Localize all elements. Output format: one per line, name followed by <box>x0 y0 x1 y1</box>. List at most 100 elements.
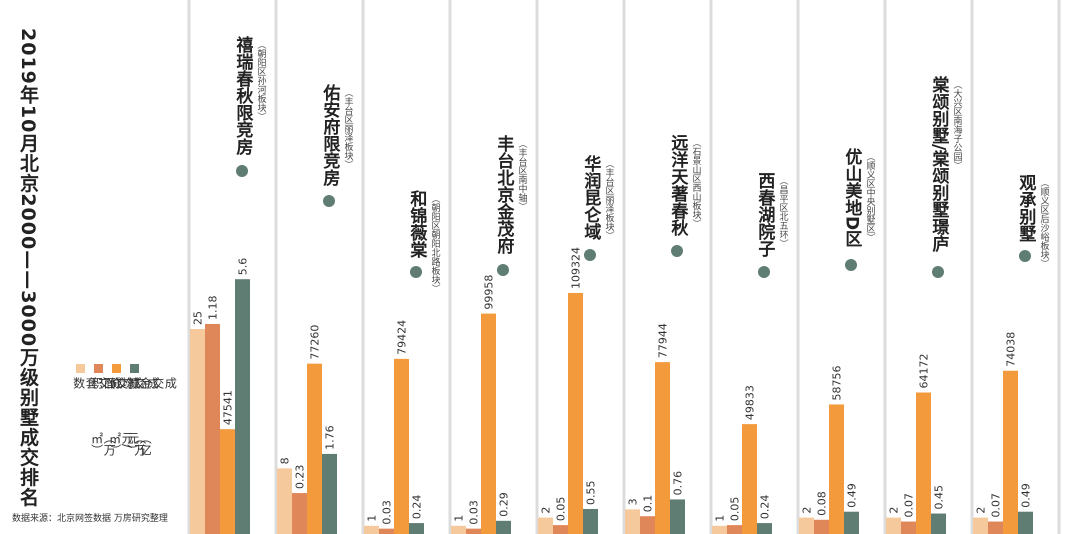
bar-1 <box>799 517 814 534</box>
data-label: 0.24 <box>759 495 772 520</box>
bar-4 <box>1018 511 1033 534</box>
data-label: 0.55 <box>585 480 598 505</box>
project-district: （顺义区中央别墅区） <box>864 152 875 242</box>
project-name: 远洋天著春秋 <box>667 134 688 236</box>
data-label: 0.08 <box>816 491 829 516</box>
data-label: 0.05 <box>729 497 742 522</box>
data-label: 0.49 <box>846 483 859 508</box>
legend-label: 成交金额 <box>125 377 178 389</box>
project-district: （昌平区北五环） <box>777 176 788 248</box>
project-name: 华润昆仑域 <box>580 155 601 240</box>
data-label: 0.1 <box>642 495 655 513</box>
data-label: 25 <box>192 311 205 325</box>
project-name: 禧瑞春秋限竞房 <box>232 36 253 155</box>
legend-label: 成交均价 <box>107 377 160 389</box>
legend-swatch <box>76 364 85 373</box>
data-label: 47541 <box>222 390 235 425</box>
data-label: 74038 <box>1005 332 1018 367</box>
data-label: 0.07 <box>990 493 1003 518</box>
marker-dot <box>497 263 509 276</box>
bar-3 <box>655 362 670 534</box>
data-label: 77944 <box>657 323 670 358</box>
data-label: 1.76 <box>324 425 337 450</box>
bar-2 <box>901 521 916 534</box>
project-name: 西春湖院子 <box>754 172 775 257</box>
marker-dot <box>323 195 335 207</box>
bar-2 <box>814 519 829 534</box>
data-label: 5.6 <box>237 258 250 276</box>
project-name: 棠颂别墅/棠颂别墅璟庐 <box>928 76 949 253</box>
data-label: 2 <box>801 507 814 514</box>
marker-dot <box>758 265 770 278</box>
project-name: 和锦薇棠 <box>406 190 427 258</box>
data-label: 64172 <box>918 354 931 389</box>
data-label: 0.29 <box>498 492 511 517</box>
bar-2 <box>292 493 307 534</box>
project-district: （朝阳区孙河板块） <box>255 40 266 121</box>
marker-dot <box>1019 250 1031 262</box>
bar-3 <box>307 363 322 534</box>
legend-unit: （亿元） <box>125 432 153 456</box>
data-label: 1.18 <box>207 295 220 320</box>
bar-4 <box>496 520 511 534</box>
bar-2 <box>640 516 655 534</box>
legend-label: 成交套数 <box>71 377 124 389</box>
bar-3 <box>916 392 931 534</box>
data-label: 2 <box>975 507 988 514</box>
bar-1 <box>277 468 292 534</box>
bar-4 <box>931 513 946 534</box>
legend-swatch <box>94 364 103 373</box>
bar-2 <box>727 525 742 534</box>
data-label: 1 <box>453 515 466 522</box>
project-district: （石景山区西山板块） <box>690 138 701 228</box>
marker-dot <box>845 259 857 271</box>
data-label: 2 <box>540 507 553 514</box>
data-label: 0.23 <box>294 465 307 490</box>
marker-dot <box>410 266 422 278</box>
bar-4 <box>583 508 598 534</box>
data-label: 77260 <box>309 325 322 360</box>
data-label: 0.24 <box>411 495 424 520</box>
legend-swatch <box>112 364 121 373</box>
project-district: （顺义区后沙峪板块） <box>1038 178 1049 268</box>
data-label: 0.05 <box>555 497 568 522</box>
data-label: 1 <box>366 515 379 522</box>
project-name: 观承别墅 <box>1015 174 1036 242</box>
project-name: 优山美地D区 <box>841 148 862 248</box>
data-label: 0.76 <box>672 471 685 496</box>
bar-4 <box>409 523 424 534</box>
project-district: （丰台区南中轴） <box>516 139 527 211</box>
marker-dot <box>671 245 683 257</box>
bar-1 <box>538 517 553 534</box>
legend-swatch <box>130 364 139 373</box>
marker-dot <box>932 266 944 278</box>
data-label: 0.03 <box>381 500 394 525</box>
data-label: 109324 <box>570 247 583 289</box>
data-label: 58756 <box>831 365 844 400</box>
bar-1 <box>625 509 640 534</box>
bar-1 <box>364 525 379 534</box>
chart-title: 2019年10月北京2000——3000万级别墅成交排名 <box>17 28 39 508</box>
data-label: 99958 <box>483 275 496 310</box>
bar-3 <box>394 358 409 534</box>
bar-3 <box>568 292 583 534</box>
bar-1 <box>973 517 988 534</box>
data-label: 0.07 <box>903 493 916 518</box>
project-district: （丰台区丽泽板块） <box>342 88 353 169</box>
data-label: 49833 <box>744 385 757 420</box>
bar-3 <box>742 424 757 534</box>
project-district: （丰台区丽泽板块） <box>603 159 614 240</box>
data-label: 1 <box>714 515 727 522</box>
bar-4 <box>844 511 859 534</box>
bar-3 <box>1003 370 1018 534</box>
bar-3 <box>481 313 496 534</box>
data-source: 数据来源：北京网签数据 万房研究整理 <box>12 514 168 524</box>
bar-2 <box>205 323 220 534</box>
data-label: 79424 <box>396 320 409 355</box>
legend-unit: （万㎡） <box>89 432 117 456</box>
data-label: 0.49 <box>1020 483 1033 508</box>
data-label: 2 <box>888 507 901 514</box>
data-label: 0.03 <box>468 500 481 525</box>
bar-4 <box>757 523 772 534</box>
